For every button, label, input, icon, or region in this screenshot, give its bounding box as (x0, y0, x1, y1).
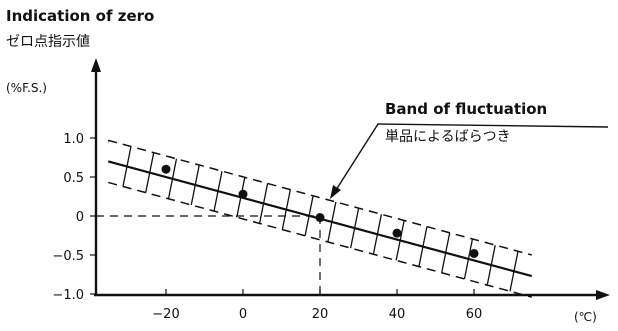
y-tick-label: −0.5 (52, 249, 84, 264)
x-tick-label: 40 (389, 307, 406, 322)
x-axis-ticks: −20 0 20 40 60 (152, 289, 482, 322)
y-axis-ticks: 1.0 0.5 0 −0.5 −1.0 (52, 132, 96, 303)
x-tick-label: 60 (466, 307, 483, 322)
y-axis-arrow-icon (91, 58, 101, 72)
x-axis-unit: (℃) (574, 310, 597, 324)
x-tick-label: −20 (152, 307, 179, 322)
data-point (469, 248, 479, 258)
y-tick-label: 1.0 (63, 132, 84, 147)
data-point (315, 213, 325, 223)
band-hatch-line (287, 140, 349, 298)
data-points (161, 164, 479, 258)
band-hatch-line (455, 140, 517, 298)
band-annotation: Band of fluctuation (385, 100, 547, 118)
data-point (392, 228, 402, 238)
band-hatch-line (108, 140, 157, 298)
band-hatch-line (263, 140, 325, 298)
band-hatch-line (108, 140, 109, 298)
x-axis-arrow-icon (596, 290, 610, 300)
band-hatch-line (407, 140, 469, 298)
band-annotation-japanese: 単品によるばらつき (385, 129, 511, 145)
fluctuation-band (108, 139, 532, 298)
band-hatch-line (431, 140, 493, 298)
band-hatch-line (359, 140, 421, 298)
y-tick-label: 0.5 (63, 171, 84, 186)
annotation-leader-line (335, 123, 609, 191)
band-lower-edge (108, 181, 532, 298)
band-hatch-line (143, 140, 205, 298)
band-hatch-line (311, 140, 373, 298)
y-tick-label: 0 (76, 210, 84, 225)
band-hatch-line (335, 140, 397, 298)
band-hatch-line (108, 140, 133, 298)
annotation-arrow-icon (330, 185, 341, 199)
chart-title-japanese: ゼロ点指示値 (6, 34, 90, 50)
y-tick-label: −1.0 (52, 288, 84, 303)
chart-title: Indication of zero (6, 7, 154, 25)
band-hatch-line (119, 140, 181, 298)
band-hatch-line (383, 140, 445, 298)
band-hatch-line (215, 140, 277, 298)
band-hatch-line (527, 140, 532, 298)
band-upper-edge (108, 139, 532, 256)
data-point (161, 164, 171, 174)
x-tick-label: 20 (312, 307, 329, 322)
band-hatch-line (167, 140, 229, 298)
band-hatch-line (503, 140, 532, 298)
band-hatch-line (191, 140, 253, 298)
band-hatch-line (239, 140, 301, 298)
y-axis-unit: (%F.S.) (6, 81, 47, 95)
x-tick-label: 0 (239, 307, 247, 322)
data-point (238, 189, 248, 199)
